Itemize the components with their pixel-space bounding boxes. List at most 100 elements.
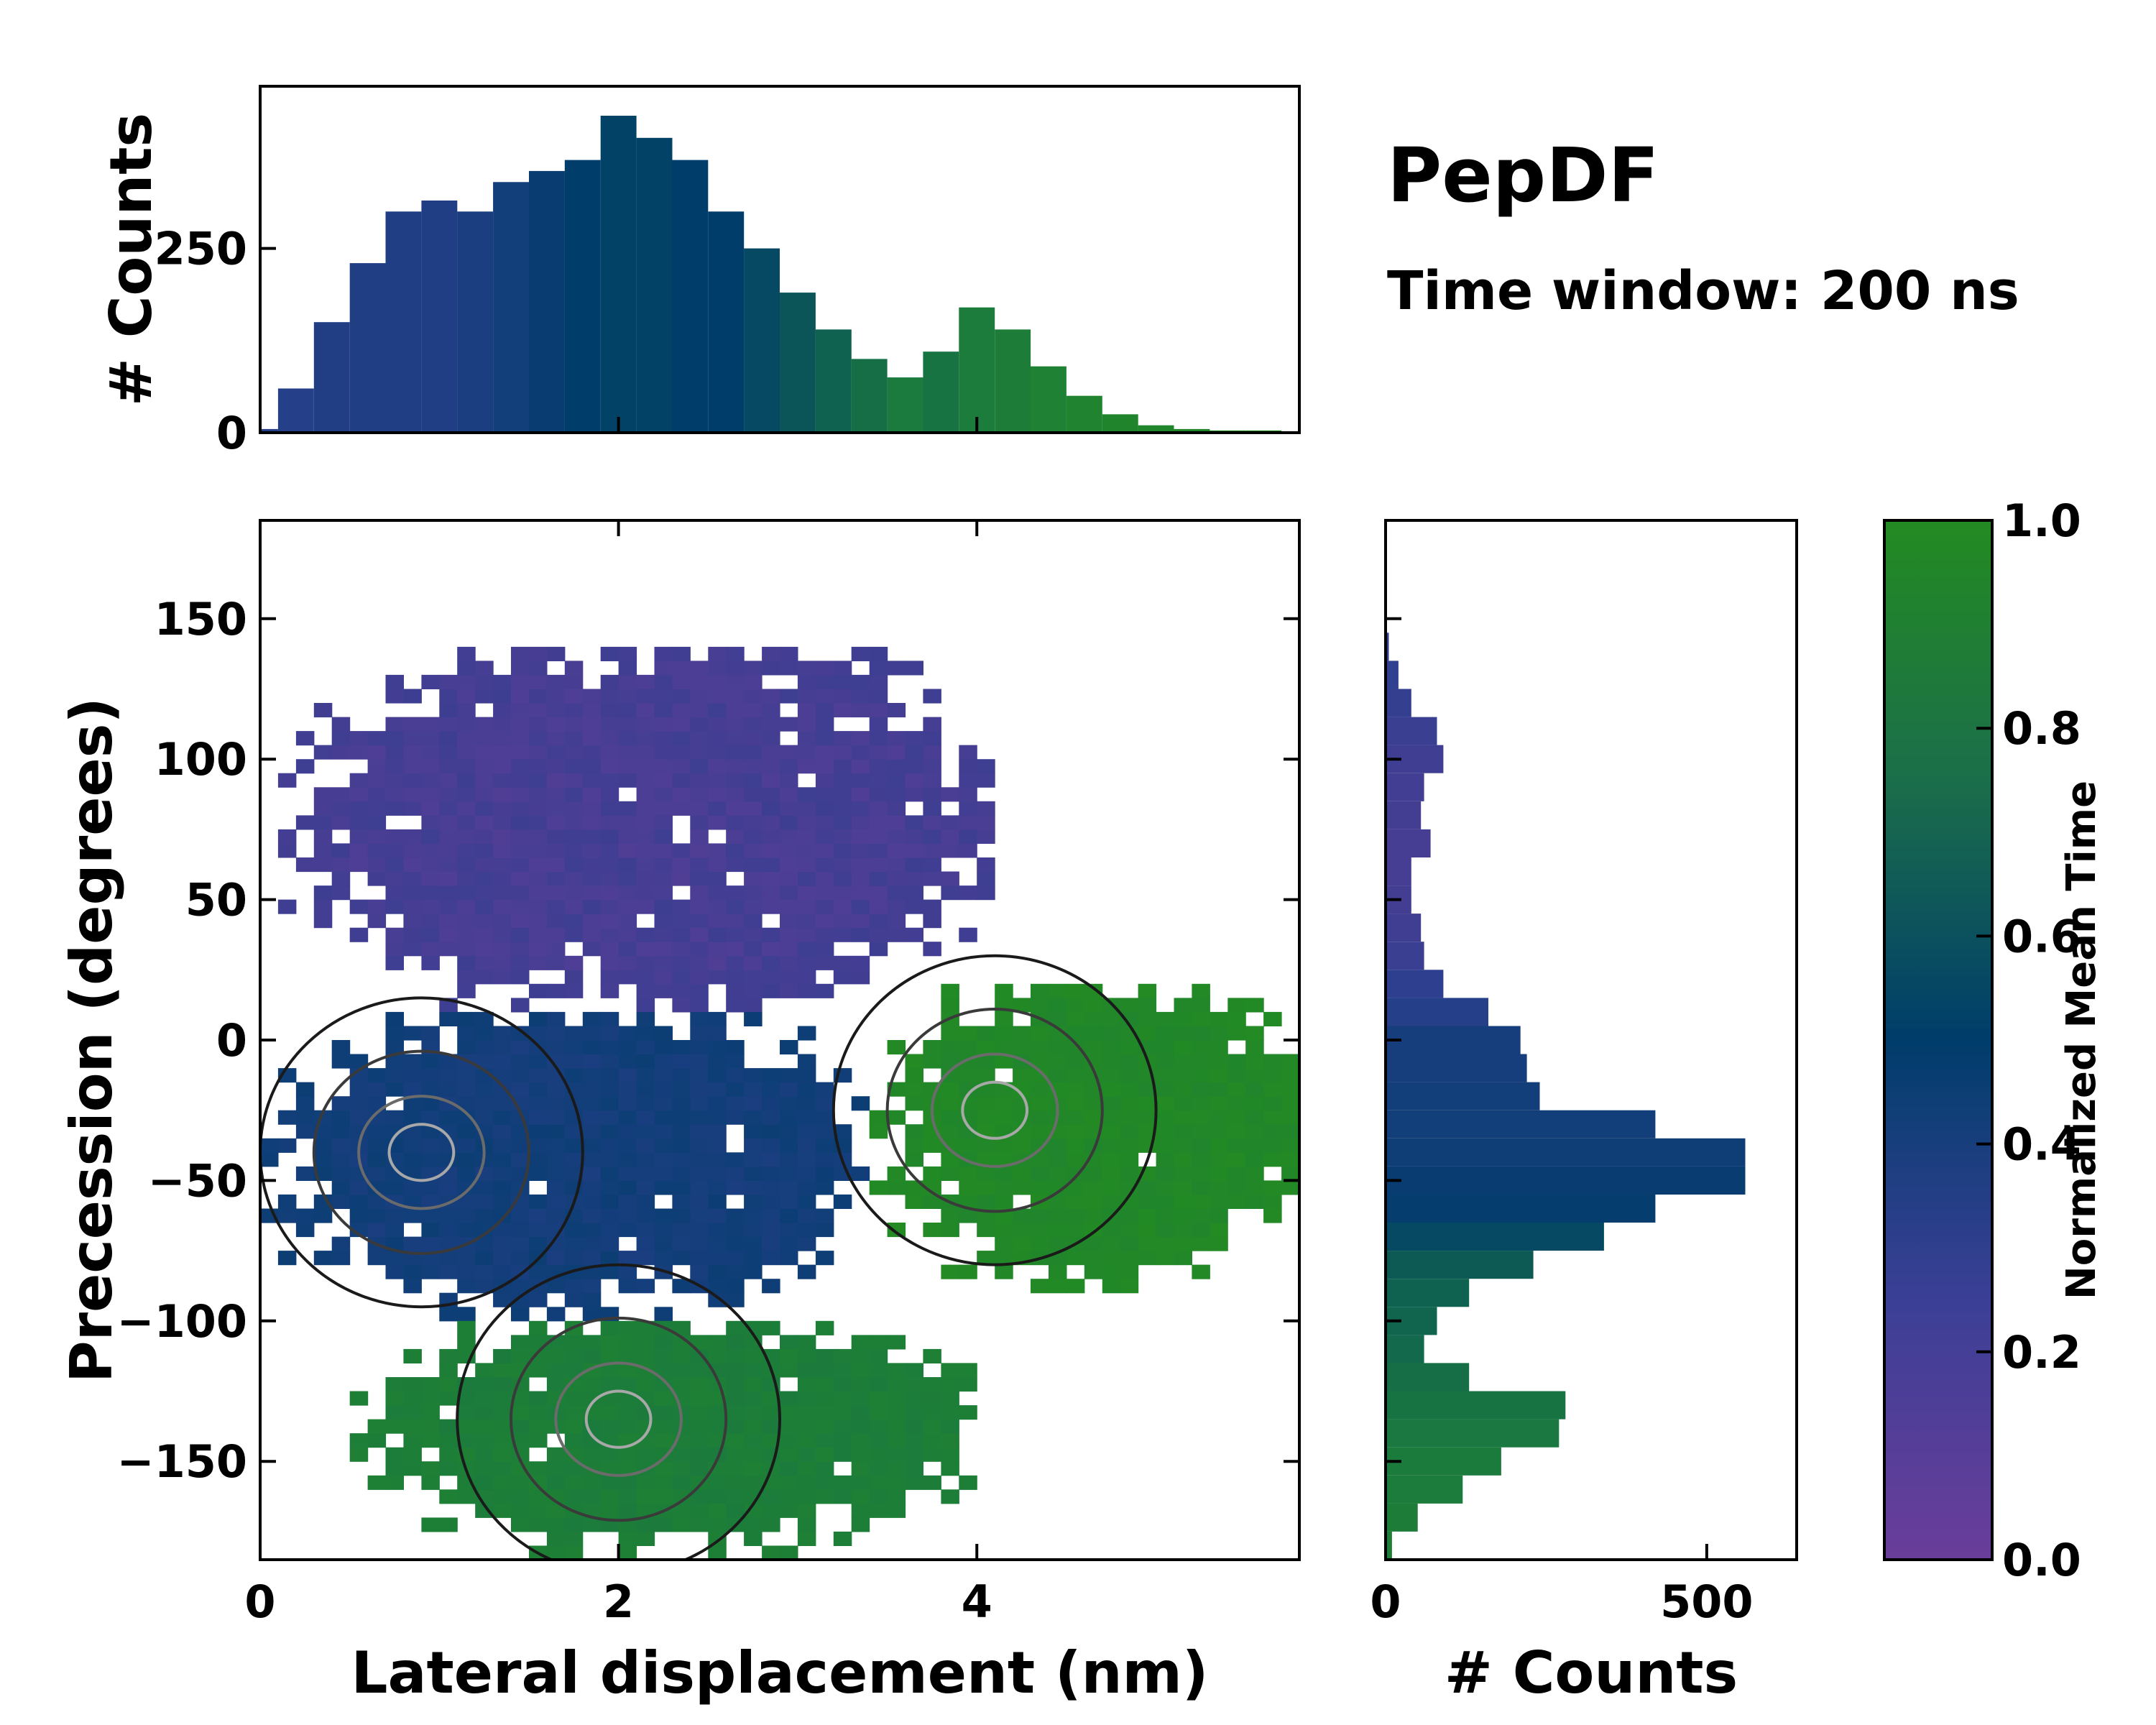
heatmap-cell	[1049, 1279, 1067, 1294]
heatmap-cell	[708, 927, 727, 942]
heatmap-cell	[959, 1405, 977, 1420]
heatmap-cell	[941, 1054, 959, 1069]
heatmap-cell	[1227, 1110, 1246, 1125]
heatmap-cell	[690, 998, 709, 1013]
heatmap-cell	[582, 1138, 602, 1153]
heatmap-cell	[1263, 1110, 1282, 1125]
heatmap-cell	[600, 1138, 619, 1153]
heatmap-cell	[672, 759, 691, 774]
heatmap-cell	[1227, 998, 1246, 1013]
heatmap-cell	[1102, 1096, 1121, 1111]
heatmap-cell	[457, 1391, 476, 1406]
heatmap-cell	[1192, 1011, 1210, 1026]
heatmap-cell	[690, 1447, 709, 1462]
heatmap-cell	[564, 1026, 584, 1041]
heatmap-cell	[511, 1264, 530, 1279]
heatmap-cell	[869, 1475, 888, 1490]
heatmap-cell	[475, 899, 494, 914]
heatmap-cell	[780, 983, 798, 998]
heatmap-cell	[403, 871, 422, 886]
heatmap-cell	[869, 717, 888, 732]
heatmap-cell	[475, 1110, 494, 1125]
heatmap-cell	[797, 1138, 816, 1153]
heatmap-cell	[600, 1489, 619, 1504]
heatmap-cell	[905, 1194, 923, 1209]
heatmap-cell	[923, 1377, 941, 1392]
heatmap-cell	[564, 1391, 584, 1406]
heatmap-cell	[564, 1489, 584, 1504]
heatmap-cell	[887, 1110, 906, 1125]
heatmap-cell	[385, 1264, 404, 1279]
heatmap-cell	[797, 1517, 816, 1532]
heatmap-cell	[1066, 998, 1085, 1013]
heatmap-cell	[582, 871, 602, 886]
heatmap-cell	[618, 1545, 637, 1560]
heatmap-cell	[618, 745, 637, 760]
heatmap-cell	[762, 1279, 780, 1294]
top-histogram-bar	[1174, 428, 1210, 433]
heatmap-cell	[582, 1011, 602, 1026]
heatmap-cell	[762, 815, 780, 830]
heatmap-cell	[582, 717, 602, 732]
heatmap-cell	[1263, 1152, 1282, 1167]
heatmap-cell	[1066, 1208, 1085, 1223]
heatmap-cell	[708, 886, 727, 901]
heatmap-cell	[654, 914, 673, 929]
heatmap-cell	[1263, 1124, 1282, 1139]
main-y-tick-label: 0	[216, 1014, 247, 1067]
heatmap-cell	[672, 1447, 691, 1462]
heatmap-cell	[493, 1503, 512, 1518]
heatmap-cell	[582, 1517, 602, 1532]
heatmap-cell	[1013, 998, 1031, 1013]
heatmap-cell	[1049, 1054, 1067, 1069]
heatmap-cell	[833, 773, 852, 788]
heatmap-cell	[618, 1461, 637, 1476]
heatmap-cell	[726, 759, 745, 774]
heatmap-cell	[529, 745, 548, 760]
heatmap-cell	[475, 914, 494, 929]
heatmap-cell	[708, 674, 727, 689]
heatmap-cell	[367, 914, 387, 929]
heatmap-cell	[977, 1194, 995, 1209]
heatmap-cell	[726, 983, 745, 998]
heatmap-cell	[475, 886, 494, 901]
heatmap-cell	[636, 857, 655, 873]
heatmap-cell	[403, 1026, 422, 1041]
heatmap-cell	[762, 1166, 780, 1181]
heatmap-cell	[403, 731, 422, 746]
heatmap-cell	[869, 1405, 888, 1420]
heatmap-cell	[367, 1138, 387, 1153]
heatmap-cell	[493, 899, 512, 914]
heatmap-cell	[564, 871, 584, 886]
heatmap-cell	[1210, 1152, 1228, 1167]
heatmap-cell	[313, 1152, 333, 1167]
heatmap-cell	[421, 1475, 440, 1490]
heatmap-cell	[690, 1236, 709, 1251]
heatmap-cell	[851, 1096, 870, 1111]
heatmap-cell	[726, 843, 745, 858]
heatmap-cell	[708, 801, 727, 816]
heatmap-cell	[493, 759, 512, 774]
heatmap-cell	[546, 871, 566, 886]
heatmap-cell	[546, 1236, 566, 1251]
heatmap-cell	[654, 703, 673, 718]
heatmap-cell	[618, 1377, 637, 1392]
heatmap-cell	[815, 1391, 834, 1406]
heatmap-cell	[582, 815, 602, 830]
heatmap-cell	[1156, 1124, 1175, 1139]
heatmap-cell	[511, 759, 530, 774]
heatmap-cell	[618, 1096, 637, 1111]
heatmap-cell	[941, 1082, 959, 1097]
heatmap-cell	[546, 1531, 566, 1546]
heatmap-cell	[851, 857, 870, 873]
heatmap-cell	[869, 1377, 888, 1392]
heatmap-cell	[887, 815, 906, 830]
heatmap-cell	[475, 843, 494, 858]
heatmap-cell	[995, 1223, 1013, 1238]
heatmap-cell	[905, 1082, 923, 1097]
top-y-label: # Counts	[98, 113, 165, 406]
heatmap-cell	[833, 689, 852, 704]
heatmap-cell	[529, 886, 548, 901]
right-histogram-bar	[1386, 1447, 1501, 1476]
heatmap-cell	[815, 787, 834, 802]
